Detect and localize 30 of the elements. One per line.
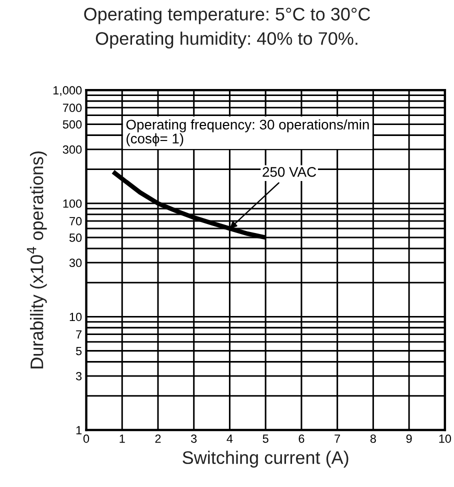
chart-subtitle: Operating humidity: 40% to 70%. [96,32,358,48]
y-tick-label: 700 [63,104,82,112]
y-tick-label: 1,000 [53,86,82,96]
x-tick-label: 8 [370,434,376,443]
annotation: Operating frequency: 30 operations/min (cosϕ= 1) [126,119,369,146]
y-tick-label: 3 [76,372,82,380]
y-tick-label: 70 [70,216,82,226]
x-tick-label: 6 [298,434,304,443]
y-tick-label: 300 [62,145,82,154]
x-tick-label: 4 [226,434,233,443]
x-tick-label: 10 [439,434,452,443]
x-tick-label: 9 [406,434,412,443]
x-tick-label: 5 [262,434,268,443]
y-tick-label: 7 [76,330,82,339]
y-tick-label: 10 [70,312,82,322]
x-tick-label: 7 [334,434,340,443]
y-tick-label: 500 [62,120,82,129]
y-tick-label: 30 [69,258,82,268]
y-tick-label: 100 [63,199,82,208]
chart-title: Operating temperature: 5°C to 30°C [84,7,370,24]
y-axis-title: Durability (x10$^{4}$ operations) [26,152,47,368]
annotation: 250 VAC [262,167,316,177]
x-axis-title: Switching current (A) [182,450,348,468]
x-tick-label: 1 [120,434,125,443]
x-tick-label: 0 [83,434,90,443]
y-tick-label: 50 [69,234,82,242]
y-tick-label: 1 [76,426,82,434]
y-tick-label: 5 [76,346,82,356]
x-tick-label: 3 [191,434,197,443]
x-tick-label: 2 [155,434,161,443]
